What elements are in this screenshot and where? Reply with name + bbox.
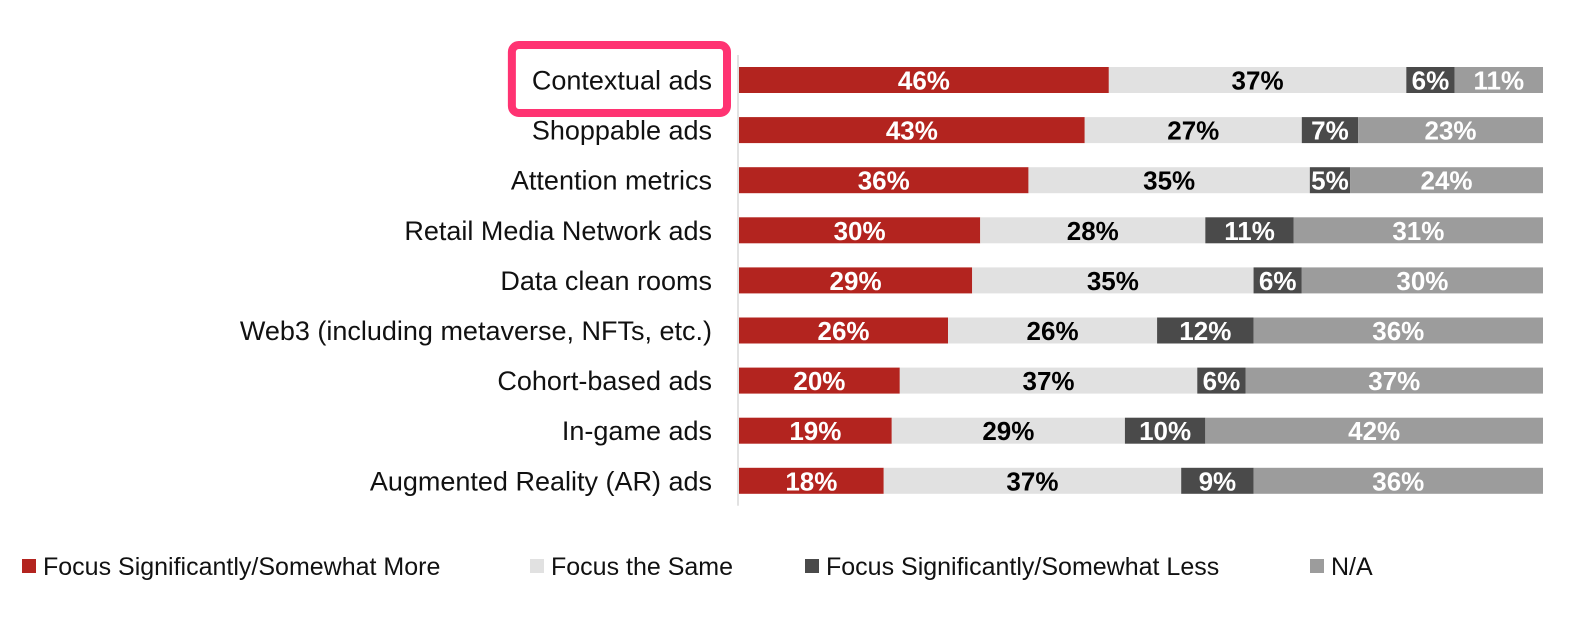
bar-segment-focus-the-same-attention-metrics — [1028, 167, 1310, 194]
highlight-box — [507, 41, 731, 117]
bar-segment-focus-the-same-augmented-reality-ar-ads — [883, 467, 1182, 494]
bar-segment-focus-significantly-somewhat-more-web3-including-metaverse-nfts-etc — [739, 317, 949, 344]
data-label-n-a-in-game-ads: 42% — [1348, 416, 1400, 446]
data-label-n-a-augmented-reality-ar-ads: 36% — [1372, 466, 1424, 496]
data-label-focus-significantly-somewhat-more-web3-including-metaverse-nfts-etc: 26% — [817, 316, 869, 346]
bar-segment-focus-significantly-somewhat-less-cohort-based-ads — [1197, 367, 1246, 394]
legend-swatch-focus-the-same — [530, 559, 544, 573]
bar-segment-focus-significantly-somewhat-more-data-clean-rooms — [739, 267, 973, 294]
bar-segment-focus-significantly-somewhat-more-contextual-ads — [739, 67, 1109, 93]
bar-segment-focus-significantly-somewhat-less-augmented-reality-ar-ads — [1181, 467, 1254, 494]
bar-segment-n-a-attention-metrics — [1350, 167, 1543, 194]
bar-segment-n-a-in-game-ads — [1205, 417, 1543, 444]
bar-segment-n-a-shoppable-ads — [1358, 117, 1543, 144]
bar-segment-focus-significantly-somewhat-more-shoppable-ads — [739, 117, 1085, 144]
data-label-focus-the-same-shoppable-ads: 27% — [1167, 116, 1219, 146]
data-label-focus-significantly-somewhat-more-retail-media-network-ads: 30% — [834, 216, 886, 246]
bar-segment-focus-significantly-somewhat-more-cohort-based-ads — [739, 367, 900, 394]
bar-segment-focus-significantly-somewhat-less-retail-media-network-ads — [1205, 217, 1294, 244]
data-label-focus-significantly-somewhat-less-cohort-based-ads: 6% — [1203, 366, 1241, 396]
data-label-focus-significantly-somewhat-less-contextual-ads: 6% — [1412, 66, 1450, 96]
data-label-focus-significantly-somewhat-more-data-clean-rooms: 29% — [830, 266, 882, 296]
data-label-n-a-cohort-based-ads: 37% — [1368, 366, 1420, 396]
data-label-focus-the-same-data-clean-rooms: 35% — [1087, 266, 1139, 296]
data-label-focus-significantly-somewhat-more-attention-metrics: 36% — [858, 166, 910, 196]
data-label-focus-the-same-attention-metrics: 35% — [1143, 166, 1195, 196]
data-label-focus-the-same-contextual-ads: 37% — [1232, 66, 1284, 96]
bar-segment-focus-significantly-somewhat-less-in-game-ads — [1124, 417, 1206, 444]
data-label-n-a-web3-including-metaverse-nfts-etc: 36% — [1372, 316, 1424, 346]
data-label-focus-significantly-somewhat-more-augmented-reality-ar-ads: 18% — [785, 466, 837, 496]
data-label-n-a-data-clean-rooms: 30% — [1396, 266, 1448, 296]
legend-swatch-focus-significantly-somewhat-less — [805, 559, 819, 573]
legend-swatch-focus-significantly-somewhat-more — [22, 559, 36, 573]
bar-segment-focus-the-same-web3-including-metaverse-nfts-etc — [948, 317, 1158, 344]
bar-segment-n-a-retail-media-network-ads — [1293, 217, 1543, 244]
data-label-focus-significantly-somewhat-less-retail-media-network-ads: 11% — [1224, 216, 1275, 246]
data-label-n-a-contextual-ads: 11% — [1473, 66, 1524, 96]
bar-segment-n-a-web3-including-metaverse-nfts-etc — [1253, 317, 1543, 344]
category-label-cohort-based-ads: Cohort-based ads — [497, 366, 712, 396]
data-label-focus-significantly-somewhat-more-contextual-ads: 46% — [898, 66, 950, 96]
data-label-n-a-attention-metrics: 24% — [1420, 166, 1472, 196]
data-label-focus-significantly-somewhat-more-cohort-based-ads: 20% — [793, 366, 845, 396]
category-label-contextual-ads: Contextual ads — [532, 66, 712, 96]
legend-label-focus-significantly-somewhat-more: Focus Significantly/Somewhat More — [43, 553, 440, 581]
data-label-focus-significantly-somewhat-less-data-clean-rooms: 6% — [1259, 266, 1297, 296]
data-label-focus-significantly-somewhat-more-in-game-ads: 19% — [789, 416, 841, 446]
data-label-focus-significantly-somewhat-less-shoppable-ads: 7% — [1311, 116, 1349, 146]
bar-segment-focus-the-same-shoppable-ads — [1084, 117, 1302, 144]
data-label-focus-the-same-web3-including-metaverse-nfts-etc: 26% — [1027, 316, 1079, 346]
legend-label-focus-the-same: Focus the Same — [551, 553, 733, 581]
bar-segment-focus-the-same-contextual-ads — [1108, 67, 1407, 93]
bar-segment-n-a-contextual-ads — [1454, 67, 1543, 93]
bar-segment-focus-significantly-somewhat-less-contextual-ads — [1406, 67, 1455, 93]
data-label-focus-significantly-somewhat-less-augmented-reality-ar-ads: 9% — [1199, 466, 1237, 496]
category-label-web3-including-metaverse-nfts-etc: Web3 (including metaverse, NFTs, etc.) — [240, 316, 712, 346]
bar-segment-focus-the-same-retail-media-network-ads — [980, 217, 1206, 244]
bar-segment-focus-significantly-somewhat-less-shoppable-ads — [1301, 117, 1359, 144]
data-label-n-a-retail-media-network-ads: 31% — [1392, 216, 1444, 246]
bar-segment-focus-the-same-data-clean-rooms — [972, 267, 1254, 294]
bar-segment-focus-significantly-somewhat-less-web3-including-metaverse-nfts-etc — [1157, 317, 1254, 344]
category-label-attention-metrics: Attention metrics — [511, 166, 712, 196]
bar-segment-focus-the-same-in-game-ads — [891, 417, 1125, 444]
data-label-focus-the-same-retail-media-network-ads: 28% — [1067, 216, 1119, 246]
data-label-focus-significantly-somewhat-less-web3-including-metaverse-nfts-etc: 12% — [1179, 316, 1231, 346]
category-label-data-clean-rooms: Data clean rooms — [500, 266, 712, 296]
bar-segment-n-a-augmented-reality-ar-ads — [1253, 467, 1543, 494]
category-label-shoppable-ads: Shoppable ads — [532, 116, 712, 146]
category-label-augmented-reality-ar-ads: Augmented Reality (AR) ads — [370, 466, 712, 496]
bar-segment-focus-significantly-somewhat-less-data-clean-rooms — [1253, 267, 1302, 294]
legend-label-n-a: N/A — [1331, 553, 1373, 581]
bar-segment-focus-significantly-somewhat-more-in-game-ads — [739, 417, 892, 444]
data-label-focus-significantly-somewhat-more-shoppable-ads: 43% — [886, 116, 938, 146]
legend-label-focus-significantly-somewhat-less: Focus Significantly/Somewhat Less — [826, 553, 1219, 581]
bar-segment-focus-significantly-somewhat-more-augmented-reality-ar-ads — [739, 467, 884, 494]
data-label-focus-significantly-somewhat-less-in-game-ads: 10% — [1139, 416, 1191, 446]
data-label-focus-significantly-somewhat-less-attention-metrics: 5% — [1311, 166, 1349, 196]
category-label-in-game-ads: In-game ads — [562, 416, 712, 446]
bar-segment-focus-significantly-somewhat-less-attention-metrics — [1309, 167, 1351, 194]
category-label-retail-media-network-ads: Retail Media Network ads — [404, 216, 712, 246]
data-label-focus-the-same-augmented-reality-ar-ads: 37% — [1006, 466, 1058, 496]
bar-segment-n-a-cohort-based-ads — [1245, 367, 1543, 394]
bar-segment-n-a-data-clean-rooms — [1301, 267, 1543, 294]
data-label-focus-the-same-in-game-ads: 29% — [982, 416, 1034, 446]
bar-segment-focus-significantly-somewhat-more-retail-media-network-ads — [739, 217, 981, 244]
bar-segment-focus-significantly-somewhat-more-attention-metrics — [739, 167, 1029, 194]
data-label-n-a-shoppable-ads: 23% — [1425, 116, 1477, 146]
bar-segment-focus-the-same-cohort-based-ads — [899, 367, 1198, 394]
data-label-focus-the-same-cohort-based-ads: 37% — [1023, 366, 1075, 396]
legend-swatch-n-a — [1310, 559, 1324, 573]
